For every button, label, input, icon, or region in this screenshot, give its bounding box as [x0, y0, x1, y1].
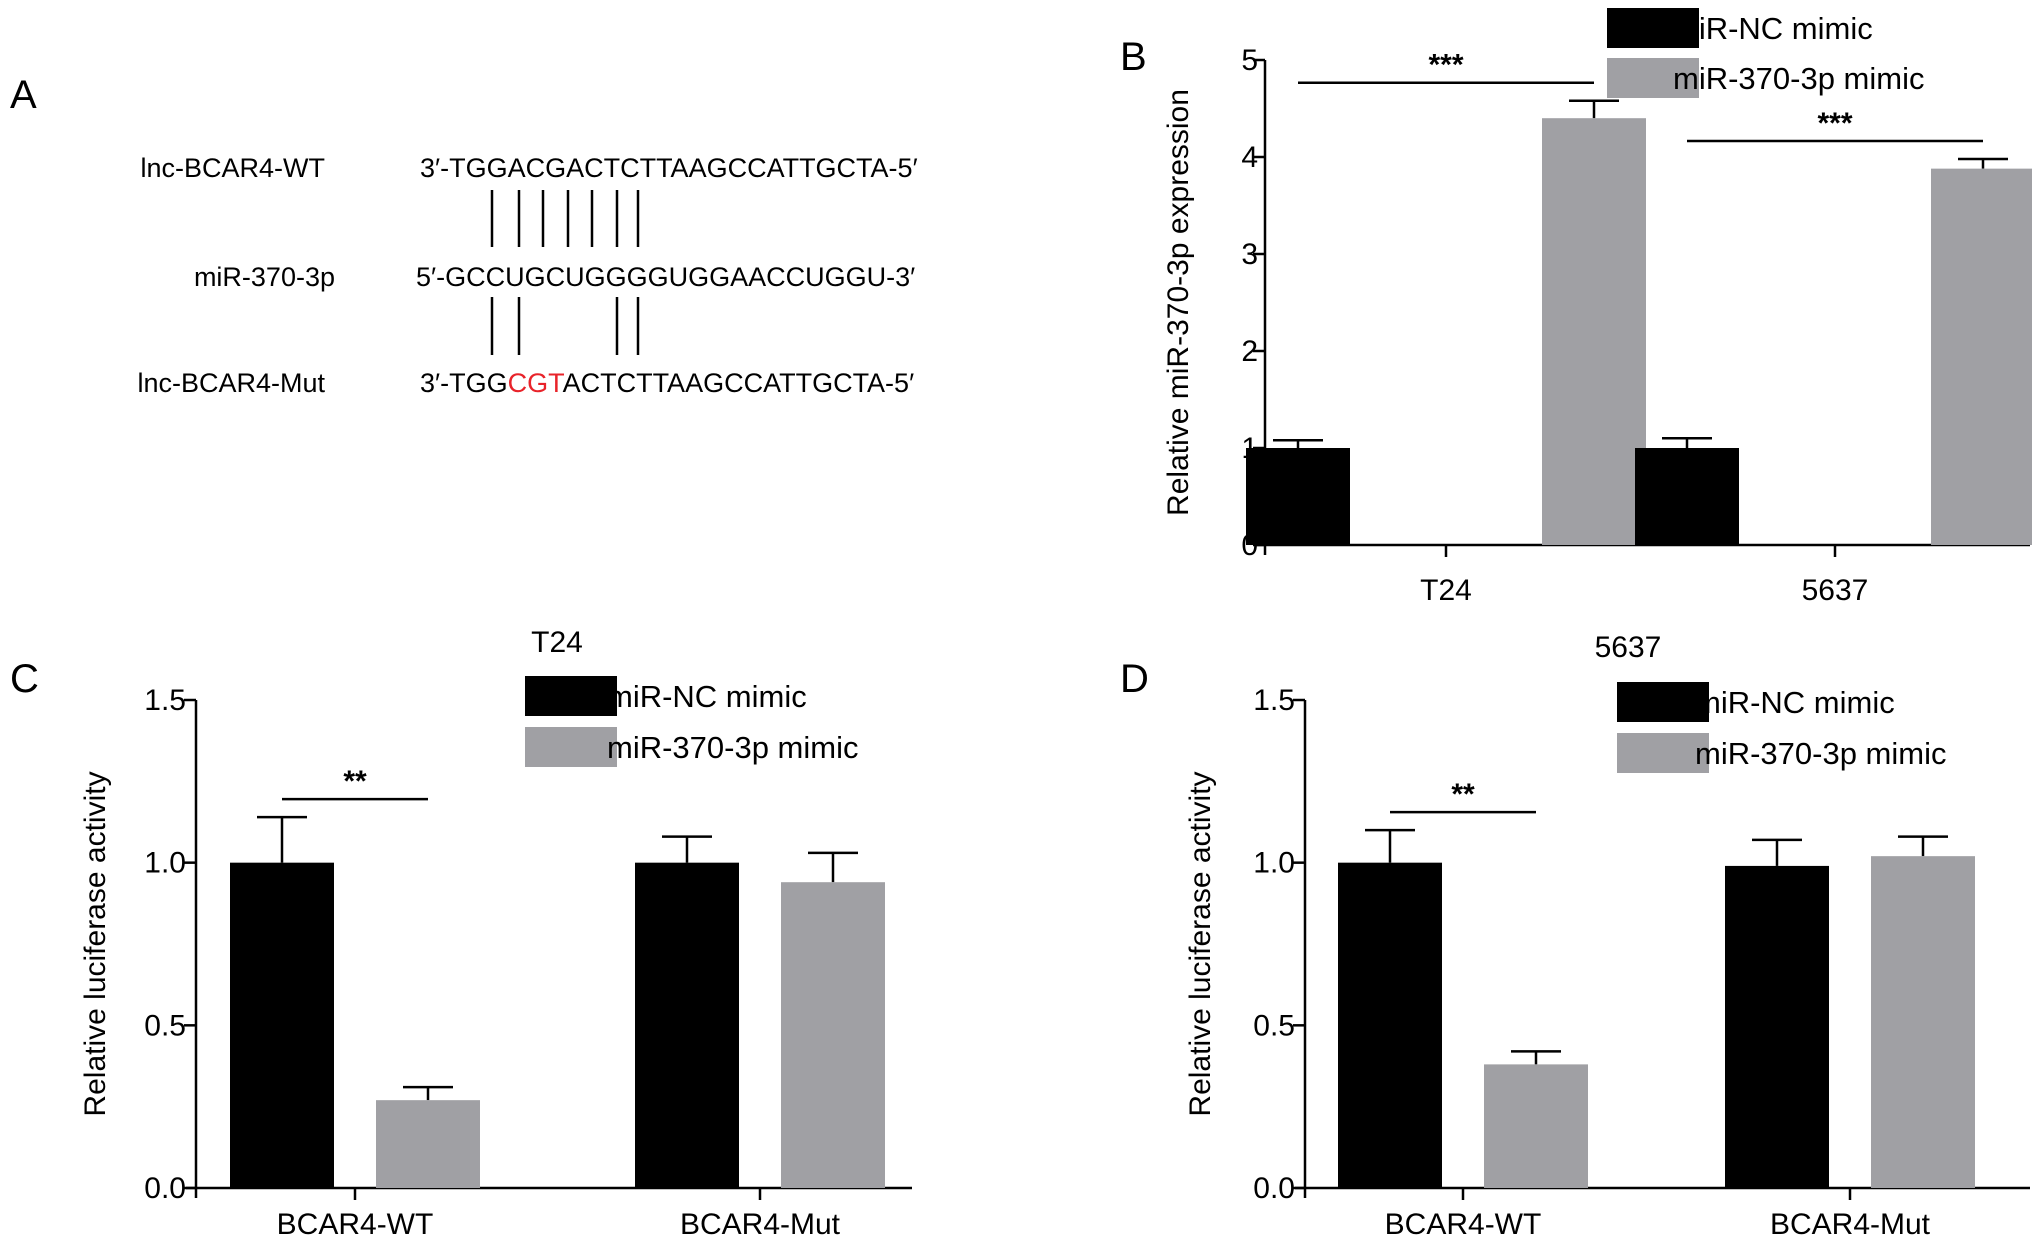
chart-b: 012345Relative miR-370-3p expressionT24*… — [1162, 8, 2032, 607]
bar — [635, 862, 739, 1188]
y-tick-label: 0.5 — [1253, 1009, 1295, 1042]
mut-seq-suffix: ACTCTTAAGCCATTGCTA-5′ — [563, 368, 915, 398]
bar — [781, 882, 885, 1188]
y-tick-label: 1.0 — [1253, 847, 1295, 880]
legend-label: miR-370-3p mimic — [1673, 61, 1924, 96]
lower-pairing-lines — [490, 297, 640, 355]
legend-label: miR-370-3p mimic — [1695, 736, 1946, 771]
bar — [1542, 118, 1646, 545]
y-tick-label: 2 — [1241, 335, 1258, 368]
significance-marker: ** — [1451, 778, 1475, 811]
y-tick-label: 4 — [1241, 141, 1258, 174]
bar — [230, 862, 334, 1188]
legend-swatch — [1607, 58, 1699, 98]
mut-seq-highlight: CGT — [508, 368, 565, 398]
significance-marker: *** — [1428, 49, 1463, 82]
panel-d-letter: D — [1120, 657, 1149, 701]
legend-label: miR-NC mimic — [607, 679, 807, 714]
x-tick-label: 5637 — [1802, 574, 1869, 607]
bar — [1871, 856, 1975, 1188]
mut-seq-prefix: 3′-TGG — [420, 368, 508, 398]
legend-swatch — [1607, 8, 1699, 48]
y-tick-label: 1.5 — [144, 684, 186, 717]
chart-title: 5637 — [1595, 631, 1662, 664]
bar — [1484, 1064, 1588, 1188]
bar — [1725, 865, 1829, 1188]
x-tick-label: BCAR4-Mut — [1770, 1208, 1931, 1241]
chart-c: 0.0 0.5 1.0 1.5 Relative luciferase activity… — [79, 626, 912, 1241]
significance-marker: *** — [1817, 107, 1852, 140]
legend-swatch — [1617, 682, 1709, 722]
bar — [376, 1100, 480, 1188]
wt-sequence: 3′-TGGACGACTCTTAAGCCATTGCTA-5′ — [420, 153, 918, 183]
y-tick-label: 1.0 — [144, 847, 186, 880]
significance-marker: ** — [343, 765, 367, 798]
bar — [1931, 168, 2032, 545]
y-tick-label: 0.5 — [144, 1009, 186, 1042]
panel-b-letter: B — [1120, 35, 1147, 79]
mirna-label: miR-370-3p — [194, 262, 335, 292]
x-tick-label: BCAR4-WT — [277, 1208, 434, 1241]
mut-label: lnc-BCAR4-Mut — [137, 368, 325, 398]
mut-sequence: 3′-TGGCGTACTCTTAAGCCATTGCTA-5′ — [420, 368, 914, 398]
y-axis-title: Relative luciferase activity — [1184, 771, 1217, 1116]
panel-a: A lnc-BCAR4-WT 3′-TGGACGACTCTTAAGCCATTGC… — [10, 73, 918, 398]
y-tick-label: 3 — [1241, 238, 1258, 271]
x-tick-label: BCAR4-WT — [1385, 1208, 1542, 1241]
y-tick-label: 0.0 — [144, 1172, 186, 1205]
y-tick-label: 5 — [1241, 44, 1258, 77]
bar — [1246, 448, 1350, 545]
legend-swatch — [525, 727, 617, 767]
chart-d: 0.0 0.5 1.0 1.5 Relative luciferase activity… — [1184, 631, 2030, 1241]
x-tick-label: T24 — [1420, 574, 1472, 607]
panel-c-letter: C — [10, 657, 39, 701]
legend-swatch — [525, 676, 617, 716]
chart-title: T24 — [531, 626, 583, 659]
legend-label: miR-370-3p mimic — [607, 730, 858, 765]
y-axis-title: Relative luciferase activity — [79, 771, 112, 1116]
bar — [1338, 862, 1442, 1188]
legend-label: miR-NC mimic — [1673, 11, 1873, 46]
panel-a-letter: A — [10, 73, 37, 117]
wt-label: lnc-BCAR4-WT — [140, 153, 325, 183]
legend-label: miR-NC mimic — [1695, 685, 1895, 720]
legend-swatch — [1617, 733, 1709, 773]
upper-pairing-lines — [490, 190, 640, 247]
y-tick-label: 1.5 — [1253, 684, 1295, 717]
y-tick-label: 0.0 — [1253, 1172, 1295, 1205]
mirna-sequence: 5′-GCCUGCUGGGGUGGAACCUGGU-3′ — [416, 262, 915, 292]
x-tick-label: BCAR4-Mut — [680, 1208, 841, 1241]
bar — [1635, 448, 1739, 545]
y-axis-title: Relative miR-370-3p expression — [1162, 89, 1195, 516]
